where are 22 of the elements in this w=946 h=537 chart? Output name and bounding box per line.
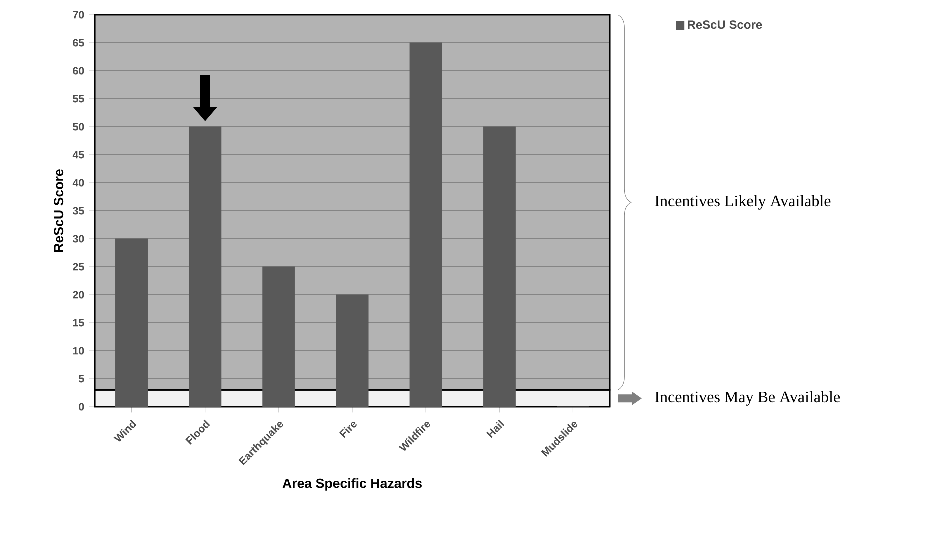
x-tick-label: Fire: [339, 422, 357, 438]
legend-label: ReScU Score: [688, 20, 762, 30]
y-tick-label: 20: [73, 291, 84, 299]
y-tick-label: 25: [73, 263, 84, 271]
y-tick-label: 45: [72, 151, 84, 159]
y-tick-label: 35: [72, 207, 84, 215]
y-tick-label: 15: [73, 319, 84, 327]
y-axis-title: ReScU Score: [54, 170, 64, 252]
y-tick-label: 55: [73, 95, 84, 103]
y-tick-label: 30: [72, 235, 84, 243]
y-tick-label: 60: [73, 67, 84, 75]
y-tick-label: 70: [73, 11, 84, 19]
y-tick-label: 40: [72, 179, 84, 187]
band-label: Incentives Likely Available: [655, 195, 831, 210]
y-tick-label: 65: [73, 39, 84, 47]
y-tick-label: 0: [79, 403, 84, 411]
y-tick-label: 5: [79, 375, 84, 383]
band-label: Incentives May Be Available: [655, 391, 840, 406]
y-tick-label: 10: [73, 347, 84, 355]
y-tick-label: 50: [73, 123, 84, 131]
x-tick-label: Hail: [486, 420, 505, 438]
x-axis-title: Area Specific Hazards: [282, 478, 422, 491]
